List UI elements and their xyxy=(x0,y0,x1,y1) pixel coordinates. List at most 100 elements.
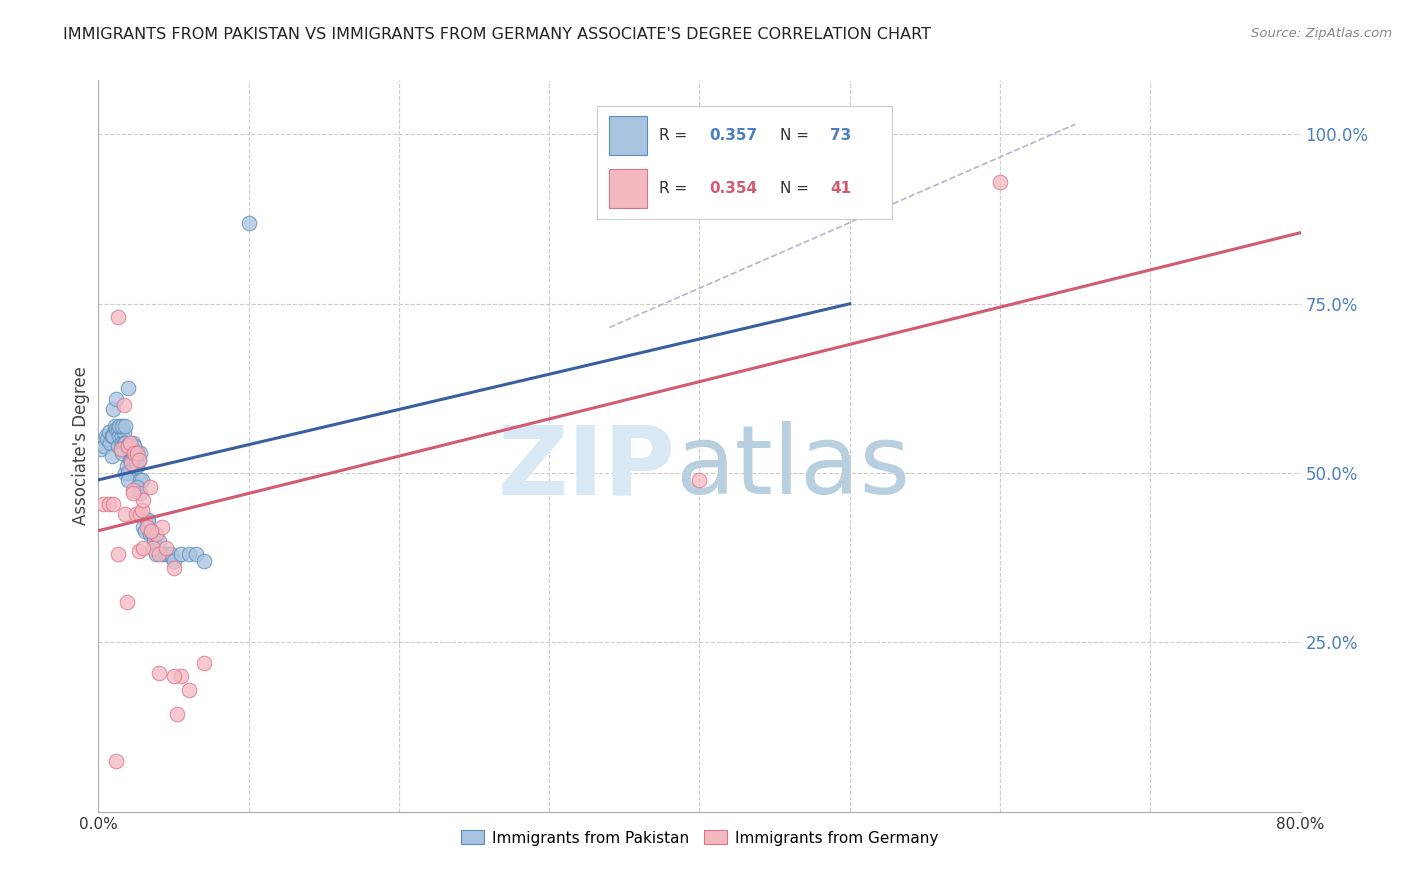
Point xyxy=(91,497,114,511)
Point xyxy=(150,520,173,534)
Point xyxy=(125,507,148,521)
Point xyxy=(132,541,155,555)
Point xyxy=(121,452,143,467)
Point xyxy=(124,459,146,474)
Point xyxy=(135,514,157,528)
Point xyxy=(156,547,179,561)
Point xyxy=(138,527,160,541)
Point xyxy=(159,547,181,561)
Point xyxy=(118,452,141,467)
Point xyxy=(141,527,163,541)
Point xyxy=(103,401,125,416)
Point xyxy=(121,456,143,470)
Point xyxy=(988,175,1011,189)
Point xyxy=(238,215,260,229)
Point xyxy=(145,547,167,561)
Point xyxy=(117,466,139,480)
Point xyxy=(127,480,149,494)
Point xyxy=(127,446,149,460)
Point xyxy=(122,486,145,500)
Point xyxy=(107,547,129,561)
Point xyxy=(127,459,149,474)
Point xyxy=(110,442,132,457)
Point xyxy=(139,524,162,538)
Point xyxy=(107,439,129,453)
Point xyxy=(162,561,184,575)
Point xyxy=(139,524,162,538)
Point xyxy=(101,449,124,463)
Point xyxy=(132,493,155,508)
Point xyxy=(184,547,207,561)
Point xyxy=(155,541,177,555)
Point xyxy=(124,452,146,467)
Point xyxy=(97,497,120,511)
Point xyxy=(122,483,145,497)
Point xyxy=(97,425,120,440)
Point xyxy=(107,422,129,436)
Point xyxy=(111,429,134,443)
Point xyxy=(148,665,170,680)
Point xyxy=(105,392,128,406)
Point xyxy=(124,446,146,460)
Point xyxy=(114,418,136,433)
Point xyxy=(122,446,145,460)
Point xyxy=(107,310,129,325)
Point xyxy=(177,547,200,561)
Y-axis label: Associate's Degree: Associate's Degree xyxy=(72,367,90,525)
Point xyxy=(104,418,127,433)
Point xyxy=(128,544,150,558)
Text: atlas: atlas xyxy=(675,421,911,515)
Point xyxy=(131,473,153,487)
Point xyxy=(114,507,136,521)
Text: IMMIGRANTS FROM PAKISTAN VS IMMIGRANTS FROM GERMANY ASSOCIATE'S DEGREE CORRELATI: IMMIGRANTS FROM PAKISTAN VS IMMIGRANTS F… xyxy=(63,27,931,42)
Point xyxy=(121,446,143,460)
Point xyxy=(93,439,115,453)
Point xyxy=(121,439,143,453)
Point xyxy=(145,527,167,541)
Point xyxy=(150,547,173,561)
Point xyxy=(127,449,149,463)
Point xyxy=(117,473,139,487)
Point xyxy=(128,452,150,467)
Point xyxy=(108,429,131,443)
Point xyxy=(118,435,141,450)
Point xyxy=(117,439,139,453)
Point xyxy=(118,442,141,457)
Point xyxy=(111,418,134,433)
Point xyxy=(96,432,118,446)
Point xyxy=(103,497,125,511)
Point xyxy=(138,480,160,494)
Legend: Immigrants from Pakistan, Immigrants from Germany: Immigrants from Pakistan, Immigrants fro… xyxy=(456,824,943,852)
Point xyxy=(129,473,152,487)
Point xyxy=(90,442,112,457)
Point xyxy=(143,533,166,548)
Point xyxy=(162,554,184,568)
Point xyxy=(193,554,215,568)
Point xyxy=(129,507,152,521)
Point xyxy=(100,435,122,450)
Point xyxy=(132,520,155,534)
Point xyxy=(112,425,135,440)
Point xyxy=(114,466,136,480)
Point xyxy=(124,439,146,453)
Point xyxy=(112,398,135,412)
Point xyxy=(111,435,134,450)
Point xyxy=(101,429,124,443)
Point xyxy=(153,547,176,561)
Point xyxy=(170,547,193,561)
Point xyxy=(94,429,117,443)
Text: Source: ZipAtlas.com: Source: ZipAtlas.com xyxy=(1251,27,1392,40)
Point xyxy=(114,435,136,450)
Point xyxy=(170,669,193,683)
Point xyxy=(129,486,152,500)
Point xyxy=(125,452,148,467)
Point xyxy=(131,503,153,517)
Point xyxy=(122,435,145,450)
Point xyxy=(141,541,163,555)
Point xyxy=(105,422,128,436)
Point xyxy=(148,533,170,548)
Point xyxy=(162,669,184,683)
Point xyxy=(148,547,170,561)
Text: ZIP: ZIP xyxy=(498,421,675,515)
Point xyxy=(112,435,135,450)
